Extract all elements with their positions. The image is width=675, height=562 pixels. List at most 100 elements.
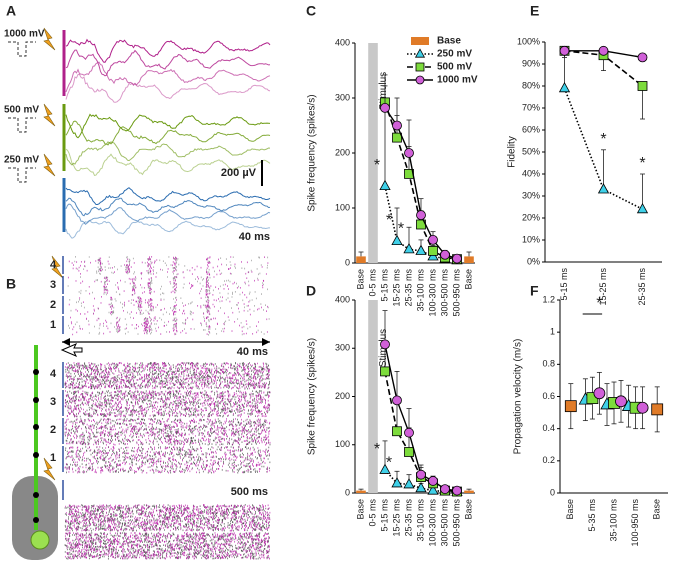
spike-raster [64, 532, 270, 560]
data-point [637, 52, 648, 63]
data-point [416, 210, 426, 221]
data-point [593, 387, 606, 400]
data-point [404, 148, 414, 158]
y-tick-label: 0.4 [542, 423, 555, 433]
time-scale-label: 40 ms [239, 231, 270, 243]
pulse-icon [8, 41, 36, 57]
y-tick-label: 1.2 [542, 294, 555, 304]
y-tick-label: 100 [335, 439, 350, 449]
amplitude-scale-label: 200 µV [221, 167, 257, 179]
bar [356, 490, 366, 493]
y-tick-label: 10% [522, 234, 540, 244]
data-point [403, 243, 415, 254]
y-tick-label: 20% [522, 212, 540, 222]
voltage-trace [65, 74, 271, 103]
significance-marker: * [386, 212, 392, 229]
legend-swatch [411, 37, 429, 45]
data-point [392, 395, 402, 406]
x-tick-label: 35-100 ms [608, 499, 618, 542]
x-tick-label: 15-25 ms [598, 268, 608, 306]
x-tick-label: Base [652, 499, 662, 520]
x-tick-label: Base [355, 499, 365, 520]
x-tick-label: 100-950 ms [630, 499, 640, 547]
spike-raster [70, 316, 268, 336]
voltage-trace [65, 197, 271, 217]
zoom-arrow [60, 343, 83, 357]
significance-marker: * [374, 441, 380, 458]
spike-raster [65, 504, 271, 532]
data-point [415, 481, 427, 493]
voltage-trace [65, 141, 271, 166]
electrode-label: 2 [50, 299, 56, 311]
y-tick-label: 0.2 [542, 455, 555, 465]
y-tick-label: 80% [522, 80, 540, 90]
x-tick-label: Base [355, 269, 365, 290]
time-scale-label: 500 ms [231, 486, 268, 498]
electrode-label: 3 [50, 396, 56, 408]
electrode-label: 4 [50, 259, 57, 271]
legend-label: 500 mV [437, 62, 472, 73]
y-tick-label: 90% [522, 58, 540, 68]
stimulus-band [368, 300, 378, 493]
significance-marker: * [398, 220, 404, 237]
spike-raster [68, 296, 268, 316]
arrow-head [62, 338, 70, 346]
significance-marker: * [374, 157, 380, 174]
y-tick-label: 400 [335, 37, 350, 47]
data-point [428, 234, 438, 245]
x-tick-label: 5-35 ms [587, 499, 597, 532]
voltage-trace [65, 220, 270, 239]
panel-label: B [6, 276, 16, 292]
significance-marker: * [386, 455, 392, 472]
spike-raster [64, 446, 271, 474]
data-point [564, 400, 577, 413]
data-point [392, 132, 402, 143]
x-tick-label: 5-15 ms [379, 499, 389, 532]
y-tick-label: 200 [335, 391, 350, 401]
data-point [558, 81, 571, 93]
panel-label: C [306, 3, 316, 19]
time-scale-label: 40 ms [237, 346, 268, 358]
y-axis-label: Fidelity [507, 136, 518, 168]
voltage-trace [65, 203, 271, 226]
x-tick-label: 5-15 ms [379, 269, 389, 302]
stimulus-label: Stimulus [378, 72, 389, 110]
spike-raster [74, 256, 269, 276]
y-axis-label: Spike frequency (spikes/s) [307, 338, 318, 455]
stimulus-level-label: 500 mV [4, 105, 39, 116]
panel-label: F [530, 283, 539, 299]
data-point [380, 339, 390, 350]
voltage-trace [65, 49, 271, 77]
data-point [416, 469, 426, 480]
y-tick-label: 50% [522, 146, 540, 156]
series-line [563, 87, 643, 210]
y-tick-label: 0.6 [542, 391, 555, 401]
x-tick-label: 300-500 ms [439, 269, 449, 317]
legend-label: Base [437, 36, 461, 47]
y-tick-label: 300 [335, 92, 350, 102]
data-point [428, 245, 438, 256]
voltage-trace [65, 187, 271, 205]
spike-raster [64, 418, 271, 446]
y-tick-label: 1 [550, 327, 555, 337]
spike-raster [67, 276, 268, 296]
data-point [415, 62, 425, 72]
data-point [380, 366, 390, 377]
data-point [415, 75, 425, 85]
x-tick-label: 5-15 ms [559, 268, 569, 301]
significance-marker: * [596, 295, 602, 312]
y-axis-label: Spike frequency (spikes/s) [307, 94, 318, 211]
x-tick-label: 25-35 ms [403, 269, 413, 307]
legend-label: 1000 mV [437, 75, 478, 86]
y-tick-label: 100 [335, 202, 350, 212]
stimulus-icon [43, 457, 56, 481]
electrodes [33, 369, 39, 523]
y-tick-label: 40% [522, 168, 540, 178]
bar [356, 256, 366, 263]
data-point [615, 395, 627, 408]
x-tick-label: 0-5 ms [367, 499, 377, 527]
y-tick-label: 0 [550, 487, 555, 497]
electrode-label: 3 [50, 279, 56, 291]
electrode-label: 4 [50, 368, 57, 380]
